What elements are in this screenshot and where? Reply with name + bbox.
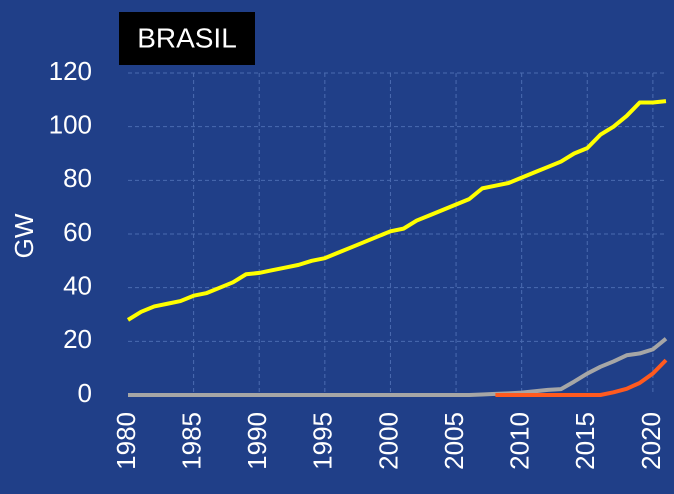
series-line xyxy=(128,337,668,397)
x-tick-label: 2015 xyxy=(570,412,600,470)
y-tick-label: 60 xyxy=(63,217,92,247)
y-tick-label: 120 xyxy=(49,56,92,86)
series-line xyxy=(126,99,667,322)
x-tick-label: 2020 xyxy=(636,412,666,470)
y-tick-label: 40 xyxy=(63,271,92,301)
x-tick-label: 2010 xyxy=(505,412,535,470)
y-tick-label: 100 xyxy=(49,110,92,140)
x-tick-label: 1985 xyxy=(176,412,206,470)
chart-title: BRASIL xyxy=(137,22,237,53)
y-tick-label: 0 xyxy=(78,378,92,408)
x-tick-label: 1990 xyxy=(242,412,272,470)
x-tick-label: 1995 xyxy=(308,412,338,470)
series-line xyxy=(495,358,668,397)
x-tick-label: 2000 xyxy=(373,412,403,470)
title-box xyxy=(119,12,255,65)
y-tick-label: 20 xyxy=(63,324,92,354)
y-tick-label: 80 xyxy=(63,163,92,193)
x-tick-label: 1980 xyxy=(111,412,141,470)
x-tick-label: 2005 xyxy=(439,412,469,470)
y-axis-label: GW xyxy=(9,213,39,258)
